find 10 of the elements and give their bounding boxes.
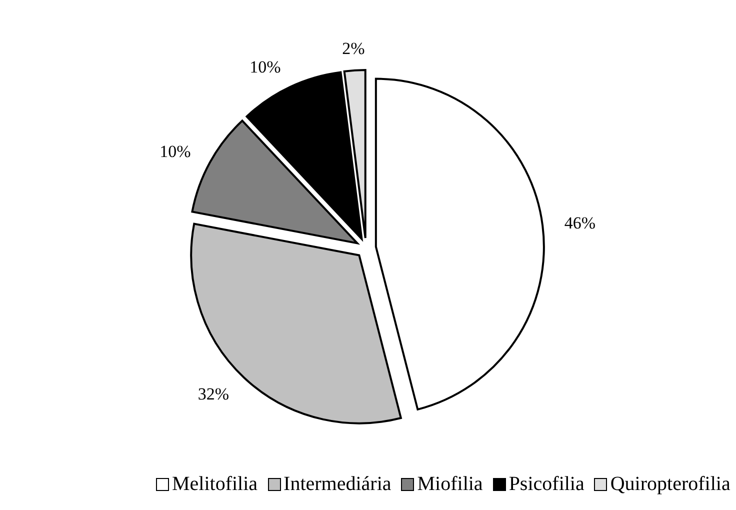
legend-label: Quiropterofilia <box>610 473 730 496</box>
data-label: 10% <box>250 58 281 77</box>
data-label: 10% <box>160 142 191 162</box>
legend-label: Melitofilia <box>172 473 258 496</box>
legend-label: Intermediária <box>284 473 392 496</box>
legend-label: Miofilia <box>417 473 483 496</box>
data-label: 46% <box>564 213 596 232</box>
data-label: 32% <box>198 384 230 404</box>
legend-label: Psicofilia <box>508 473 584 496</box>
data-label: 2% <box>342 38 365 58</box>
